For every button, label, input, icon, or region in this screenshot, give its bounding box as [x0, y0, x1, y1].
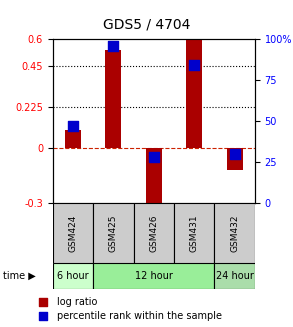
Text: GDS5 / 4704: GDS5 / 4704: [103, 18, 190, 32]
Point: [216, 106, 220, 111]
Text: log ratio: log ratio: [57, 297, 97, 307]
FancyBboxPatch shape: [214, 203, 255, 263]
Text: 12 hour: 12 hour: [135, 271, 173, 281]
Text: 24 hour: 24 hour: [216, 271, 254, 281]
Bar: [186, 39, 202, 148]
Text: GSM426: GSM426: [149, 214, 158, 252]
Text: GSM432: GSM432: [230, 214, 239, 252]
Point: [71, 123, 75, 129]
Bar: [226, 148, 243, 170]
FancyBboxPatch shape: [134, 203, 174, 263]
Bar: [146, 148, 162, 212]
FancyBboxPatch shape: [214, 263, 255, 289]
Text: 6 hour: 6 hour: [57, 271, 89, 281]
FancyBboxPatch shape: [53, 203, 93, 263]
Text: GSM425: GSM425: [109, 214, 118, 252]
Text: GSM431: GSM431: [190, 214, 199, 252]
Point: [192, 63, 197, 68]
Point: [232, 151, 237, 156]
FancyBboxPatch shape: [174, 203, 214, 263]
Point: [151, 154, 156, 160]
Text: percentile rank within the sample: percentile rank within the sample: [57, 311, 222, 321]
Point: [216, 239, 220, 245]
Text: time ▶: time ▶: [3, 271, 36, 281]
Point: [111, 43, 116, 48]
Bar: [65, 130, 81, 148]
Bar: [105, 50, 122, 148]
FancyBboxPatch shape: [93, 203, 134, 263]
FancyBboxPatch shape: [53, 263, 93, 289]
FancyBboxPatch shape: [93, 263, 214, 289]
Text: GSM424: GSM424: [69, 214, 77, 252]
